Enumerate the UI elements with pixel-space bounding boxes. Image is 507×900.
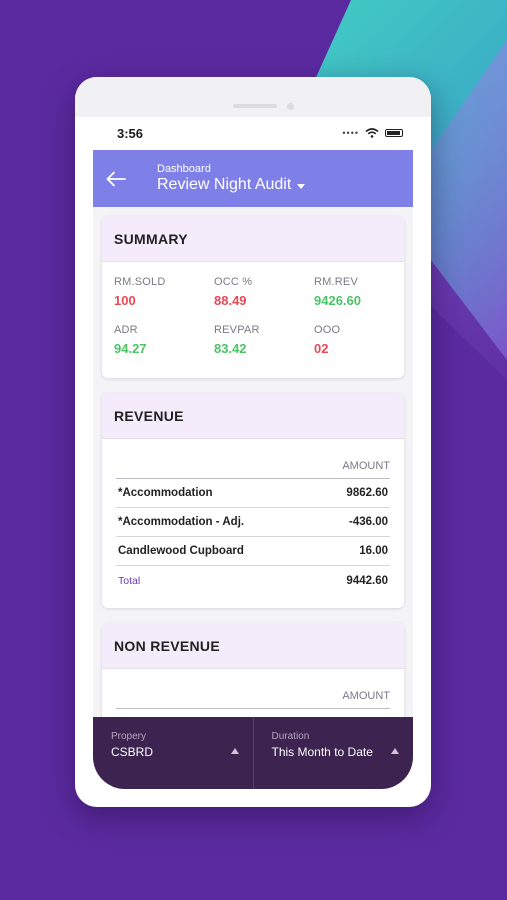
metric-label: ADR xyxy=(114,324,138,336)
camera-dot xyxy=(287,103,294,110)
metric-value: 88.49 xyxy=(214,293,247,308)
metric-value: 100 xyxy=(114,293,136,308)
summary-metrics: RM.SOLD 100 OCC % 88.49 RM.REV 9426.60 A… xyxy=(102,262,404,356)
app-header: Dashboard Review Night Audit xyxy=(93,150,413,207)
non-revenue-table: AMOUNT xyxy=(102,669,404,709)
status-bar: 3:56 •••• xyxy=(93,117,413,149)
metric-rm-rev: RM.REV 9426.60 xyxy=(314,276,404,308)
filter-bar: Propery CSBRD Duration This Month to Dat… xyxy=(93,717,413,789)
caret-up-icon xyxy=(391,748,399,754)
metric-label: RM.REV xyxy=(314,276,358,288)
duration-selector[interactable]: Duration This Month to Date xyxy=(254,717,414,789)
metric-label: RM.SOLD xyxy=(114,276,166,288)
amount-column-header: AMOUNT xyxy=(116,669,390,709)
property-value: CSBRD xyxy=(111,745,154,759)
page-title: Review Night Audit xyxy=(157,176,292,193)
metric-adr: ADR 94.27 xyxy=(114,324,214,356)
duration-value: This Month to Date xyxy=(271,745,373,759)
property-label: Propery xyxy=(111,731,147,742)
speaker-grille xyxy=(233,104,277,108)
summary-title: SUMMARY xyxy=(102,216,404,262)
back-button[interactable] xyxy=(93,150,139,207)
caret-down-icon xyxy=(297,183,306,189)
status-icons: •••• xyxy=(342,128,413,138)
table-row[interactable]: *Accommodation 9862.60 xyxy=(116,479,390,508)
metric-label: OOO xyxy=(314,324,341,336)
status-time: 3:56 xyxy=(117,125,144,141)
metric-label: REVPAR xyxy=(214,324,260,336)
non-revenue-card: NON REVENUE AMOUNT xyxy=(102,623,404,717)
caret-up-icon xyxy=(230,748,239,754)
row-name: *Accommodation xyxy=(118,487,213,499)
total-amount: 9442.60 xyxy=(346,574,388,587)
scroll-content[interactable]: SUMMARY RM.SOLD 100 OCC % 88.49 RM.REV 9… xyxy=(93,207,413,717)
metric-value: 9426.60 xyxy=(314,293,361,308)
row-amount: 16.00 xyxy=(359,545,388,557)
phone-frame: 3:56 •••• Dashboard Review Night Audit xyxy=(75,77,431,807)
duration-label: Duration xyxy=(271,731,310,742)
table-row[interactable]: *Accommodation - Adj. -436.00 xyxy=(116,508,390,537)
metric-label: OCC % xyxy=(214,276,253,288)
signal-icon: •••• xyxy=(342,128,359,138)
row-amount: 9862.60 xyxy=(346,487,388,499)
property-selector[interactable]: Propery CSBRD xyxy=(93,717,254,789)
row-name: *Accommodation - Adj. xyxy=(118,516,245,528)
metric-rm-sold: RM.SOLD 100 xyxy=(114,276,214,308)
table-row[interactable]: Candlewood Cupboard 16.00 xyxy=(116,537,390,566)
metric-ooo: OOO 02 xyxy=(314,324,404,356)
total-label: Total xyxy=(118,574,141,587)
metric-revpar: REVPAR 83.42 xyxy=(214,324,314,356)
metric-value: 94.27 xyxy=(114,341,147,356)
metric-value: 83.42 xyxy=(214,341,247,356)
non-revenue-title: NON REVENUE xyxy=(102,623,404,669)
page-title-dropdown[interactable]: Review Night Audit xyxy=(157,176,306,194)
total-row: Total 9442.60 xyxy=(116,566,390,595)
revenue-card: REVENUE AMOUNT *Accommodation 9862.60 *A… xyxy=(102,393,404,608)
metric-occ: OCC % 88.49 xyxy=(214,276,314,308)
header-titles: Dashboard Review Night Audit xyxy=(139,163,306,194)
row-name: Candlewood Cupboard xyxy=(118,545,244,557)
amount-column-header: AMOUNT xyxy=(116,439,390,479)
battery-icon xyxy=(385,129,403,137)
breadcrumb: Dashboard xyxy=(157,163,211,175)
metric-value: 02 xyxy=(314,341,329,356)
summary-card: SUMMARY RM.SOLD 100 OCC % 88.49 RM.REV 9… xyxy=(102,216,404,378)
row-amount: -436.00 xyxy=(348,516,388,528)
wifi-icon xyxy=(365,128,379,138)
phone-notch xyxy=(75,77,431,117)
revenue-table: AMOUNT *Accommodation 9862.60 *Accommoda… xyxy=(102,439,404,595)
revenue-title: REVENUE xyxy=(102,393,404,439)
arrow-left-icon xyxy=(106,171,126,186)
